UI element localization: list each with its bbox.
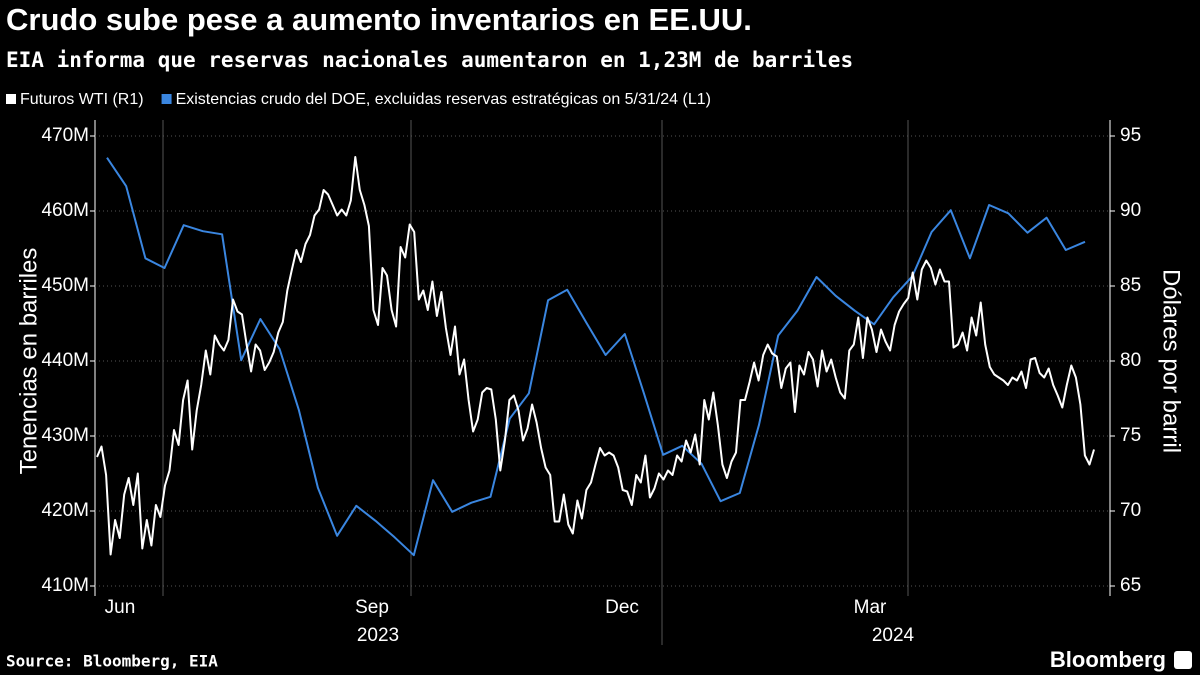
brand-icon <box>1174 651 1192 669</box>
brand: Bloomberg <box>1050 647 1166 672</box>
y-tick-label: 470M <box>41 125 89 146</box>
legend-swatch <box>6 94 16 104</box>
y2-tick-label: 90 <box>1120 200 1141 221</box>
legend-swatch <box>161 94 172 104</box>
y-tick-label: 460M <box>41 200 89 221</box>
x-tick-label: Sep <box>355 597 389 618</box>
y-tick-label: 440M <box>41 350 89 371</box>
series-line <box>106 157 1086 557</box>
source: Source: Bloomberg, EIA <box>6 652 218 671</box>
y2-tick-label: 70 <box>1120 500 1141 521</box>
chart-subtitle: EIA informa que reservas nacionales aume… <box>6 48 853 72</box>
y-tick-label: 450M <box>41 275 89 296</box>
x-tick-label: Jun <box>105 597 136 618</box>
y-tick-label: 430M <box>41 425 89 446</box>
legend-label: Existencias crudo del DOE, excluidas res… <box>176 91 711 108</box>
y2-tick-label: 85 <box>1120 275 1141 296</box>
series-line <box>96 156 1095 556</box>
y2-tick-label: 65 <box>1120 575 1141 596</box>
y-axis-title: Tenencias en barriles <box>15 248 42 475</box>
x-tick-label: Dec <box>605 597 639 618</box>
y2-axis-title: Dólares por barril <box>1158 269 1185 453</box>
y2-tick-label: 95 <box>1120 125 1141 146</box>
x-group-label: 2023 <box>357 625 399 646</box>
legend-label: Futuros WTI (R1) <box>20 91 144 108</box>
x-group-label: 2024 <box>872 625 915 646</box>
y2-tick-label: 80 <box>1120 350 1141 371</box>
chart-title: Crudo sube pese a aumento inventarios en… <box>6 2 752 37</box>
x-tick-label: Mar <box>854 597 887 618</box>
y2-tick-label: 75 <box>1120 425 1141 446</box>
y-tick-label: 410M <box>41 575 89 596</box>
y-tick-label: 420M <box>41 500 89 521</box>
